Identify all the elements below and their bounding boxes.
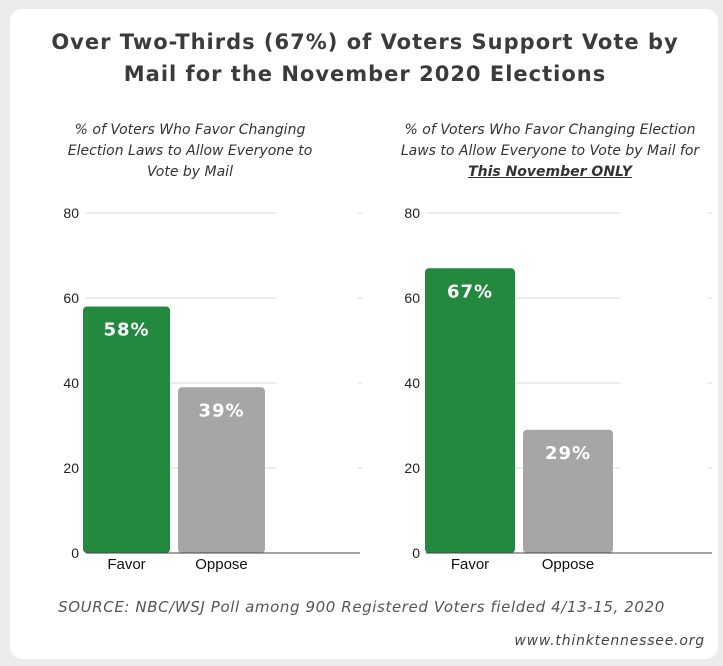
right-chart-subtitle-text: % of Voters Who Favor Changing Election … <box>400 122 700 159</box>
left-bar-oppose <box>178 387 265 553</box>
right-y-tick-label-40: 40 <box>404 375 420 391</box>
right-y-tick-label-0: 0 <box>412 545 420 561</box>
left-y-tick-label-60: 60 <box>63 290 79 306</box>
left-y-tick-label-20: 20 <box>63 460 79 476</box>
source-note: SOURCE: NBC/WSJ Poll among 900 Registere… <box>58 598 665 616</box>
website-url: www.thinktennessee.org <box>514 633 705 649</box>
right-bar-oppose <box>523 429 613 553</box>
left-data-label-oppose: 39% <box>198 400 244 421</box>
right-y-tick-label-60: 60 <box>404 290 420 306</box>
left-chart-subtitle: % of Voters Who Favor Changing Election … <box>50 120 330 183</box>
left-y-tick-label-80: 80 <box>63 205 79 221</box>
left-y-tick-label-40: 40 <box>63 375 79 391</box>
right-y-tick-label-20: 20 <box>404 460 420 476</box>
right-category-label-oppose: Oppose <box>542 556 595 573</box>
left-category-label-oppose: Oppose <box>195 556 248 573</box>
right-category-label-favor: Favor <box>451 556 489 573</box>
left-chart-subtitle-text: % of Voters Who Favor Changing Election … <box>67 122 313 180</box>
right-data-label-oppose: 29% <box>545 443 591 464</box>
right-data-label-favor: 67% <box>447 281 493 302</box>
left-data-label-favor: 58% <box>103 320 149 341</box>
left-y-tick-label-0: 0 <box>71 545 79 561</box>
left-category-label-favor: Favor <box>107 556 145 573</box>
right-bar-favor <box>425 268 515 553</box>
left-bar-favor <box>83 306 170 553</box>
right-y-tick-label-80: 80 <box>404 205 420 221</box>
chart-title: Over Two-Thirds (67%) of Voters Support … <box>51 30 679 86</box>
right-chart-subtitle: % of Voters Who Favor Changing Election … <box>385 120 715 183</box>
right-chart-subtitle-emphasis: This November ONLY <box>468 164 632 180</box>
